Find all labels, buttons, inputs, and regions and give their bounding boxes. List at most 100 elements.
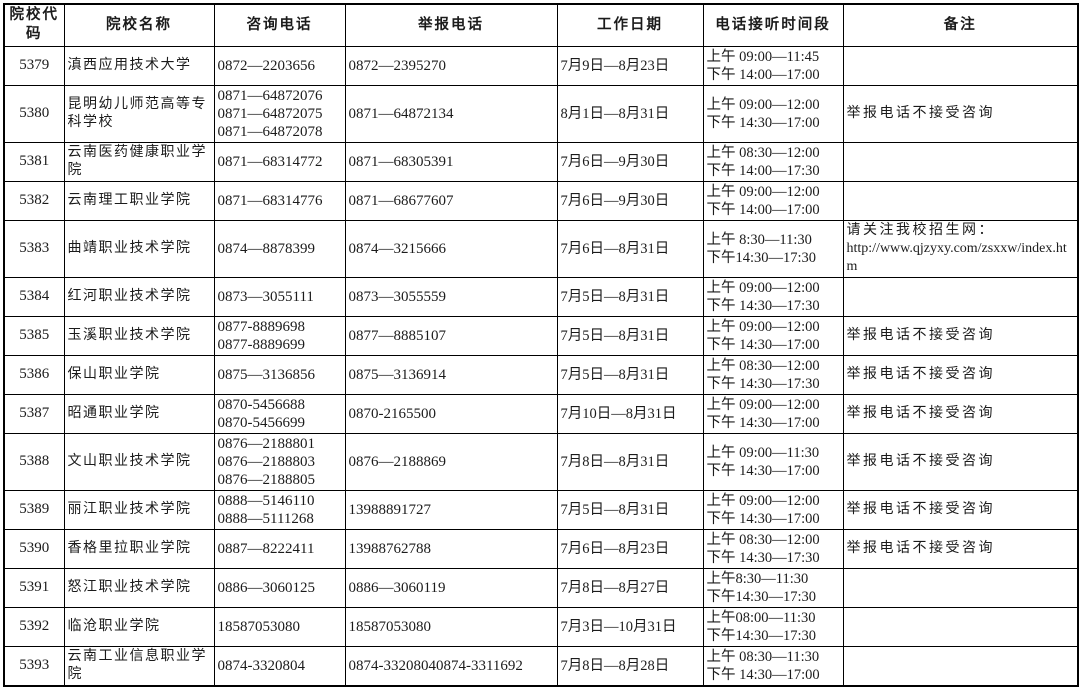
cell-line: 5387 [19, 405, 50, 421]
cell-line: 0888—5111268 [217, 510, 314, 527]
cell-consult: 0887—8222411 [213, 528, 346, 569]
cell-dates: 7月9日—8月23日 [556, 45, 704, 86]
cell-line: 5386 [19, 366, 50, 382]
cell-remark: 举报电话不接受咨询 [842, 315, 1079, 356]
cell-remark [842, 567, 1079, 608]
cell-line: 昆明幼儿师范高等专科学校 [67, 96, 207, 130]
cell-line: 0886—3060119 [348, 579, 446, 596]
cell-dates: 7月8日—8月27日 [556, 567, 704, 608]
cell-report: 0886—3060119 [344, 567, 558, 608]
cell-line: 5381 [19, 153, 50, 169]
cell-line: 0873—3055111 [217, 288, 314, 305]
cell-remark: 举报电话不接受咨询 [842, 393, 1079, 434]
cell-line: 7月6日—8月23日 [560, 540, 670, 557]
cell-line: 0874—8878399 [217, 240, 316, 257]
cell-code: 5381 [3, 141, 65, 182]
cell-line: 0871—64872134 [348, 105, 454, 122]
cell-line: 7月5日—8月31日 [560, 366, 670, 383]
cell-remark [842, 180, 1079, 221]
cell-dates: 7月8日—8月28日 [556, 645, 704, 686]
cell-report: 0874—3215666 [344, 219, 558, 278]
cell-code: 5387 [3, 393, 65, 434]
cell-code: 5388 [3, 432, 65, 491]
cell-line: 举报电话不接受咨询 [846, 405, 995, 421]
cell-line: 7月8日—8月28日 [560, 657, 670, 674]
cell-name: 云南医药健康职业学院 [63, 141, 215, 182]
cell-line: 0871—64872075 [217, 105, 323, 122]
cell-dates: 7月5日—8月31日 [556, 315, 704, 356]
cell-line: 0871—64872076 [217, 87, 323, 104]
cell-times: 上午 09:00—12:00 下午 14:30—17:00 [702, 84, 844, 143]
cell-line: 8月1日—8月31日 [560, 105, 670, 122]
cell-report: 0871—68677607 [344, 180, 558, 221]
cell-line: 0888—5146110 [217, 492, 315, 509]
cell-line: 0876—2188801 [217, 435, 316, 452]
cell-consult: 18587053080 [213, 606, 346, 647]
cell-line: 下午 14:30—17:30 [706, 375, 820, 392]
cell-line: 0887—8222411 [217, 540, 315, 557]
cell-times: 上午 08:30—12:00 下午 14:30—17:30 [702, 528, 844, 569]
cell-name: 保山职业学院 [63, 354, 215, 395]
cell-consult: 0870-5456688 0870-5456699 [213, 393, 346, 434]
cell-consult: 0871—64872076 0871—64872075 0871—64872078 [213, 84, 346, 143]
cell-times: 上午 08:30—12:00 下午 14:00—17:30 [702, 141, 844, 182]
cell-line: 0874-33208040874-3311692 [348, 657, 523, 674]
cell-remark: 举报电话不接受咨询 [842, 489, 1079, 530]
cell-report: 0877—8885107 [344, 315, 558, 356]
cell-times: 上午 09:00—11:45 下午 14:00—17:00 [702, 45, 844, 86]
table-row: 5381 云南医药健康职业学院 0871—68314772 0871—68305391… [3, 141, 1079, 182]
cell-line: 5390 [19, 540, 50, 556]
cell-line: 5385 [19, 327, 50, 343]
cell-line: 0871—68677607 [348, 192, 454, 209]
table-row: 5392 临沧职业学院 18587053080 18587053080 7月3日—10月… [3, 606, 1079, 647]
cell-remark [842, 606, 1079, 647]
cell-line: 上午 09:00—11:30 [706, 444, 820, 461]
cell-line: 下午 14:30—17:00 [706, 414, 820, 431]
cell-line: 上午 09:00—12:00 [706, 396, 820, 413]
cell-line: 0877-8889699 [217, 336, 306, 353]
cell-line: 文山职业技术学院 [67, 453, 192, 469]
cell-consult: 0886—3060125 [213, 567, 346, 608]
cell-remark: 举报电话不接受咨询 [842, 354, 1079, 395]
cell-times: 上午 09:00—12:00 下午 14:30—17:00 [702, 393, 844, 434]
table-body: 5379 滇西应用技术大学 0872—2203656 0872—2395270 7月9日… [3, 45, 1079, 686]
cell-name: 云南工业信息职业学院 [63, 645, 215, 686]
cell-name: 丽江职业技术学院 [63, 489, 215, 530]
cell-line: 5392 [19, 618, 50, 634]
table-row: 5382 云南理工职业学院 0871—68314776 0871—68677607 7月… [3, 180, 1079, 221]
header-consult-phone: 咨询电话 [213, 3, 346, 47]
cell-line: 上午 08:30—12:00 [706, 144, 820, 161]
cell-report: 13988762788 [344, 528, 558, 569]
cell-line: 红河职业技术学院 [67, 288, 192, 304]
cell-line: 0875—3136914 [348, 366, 447, 383]
cell-code: 5385 [3, 315, 65, 356]
cell-dates: 8月1日—8月31日 [556, 84, 704, 143]
cell-line: 丽江职业技术学院 [67, 501, 192, 517]
cell-code: 5391 [3, 567, 65, 608]
cell-line: 下午 14:30—17:30 [706, 297, 820, 314]
cell-name: 昭通职业学院 [63, 393, 215, 434]
cell-dates: 7月5日—8月31日 [556, 354, 704, 395]
cell-line: 0870-5456688 [217, 396, 306, 413]
cell-remark [842, 645, 1079, 686]
cell-report: 18587053080 [344, 606, 558, 647]
table-row: 5390 香格里拉职业学院 0887—8222411 13988762788 7月6日—… [3, 528, 1079, 569]
cell-line: 曲靖职业技术学院 [67, 240, 192, 256]
cell-line: 下午 14:30—17:00 [706, 666, 820, 683]
cell-line: 5391 [19, 579, 50, 595]
cell-code: 5380 [3, 84, 65, 143]
cell-line: 举报电话不接受咨询 [846, 453, 995, 469]
header-college-name: 院校名称 [63, 3, 215, 47]
table-header: 院校代码 院校名称 咨询电话 举报电话 工作日期 电话接听时间段 备注 [3, 3, 1079, 47]
table-row: 5379 滇西应用技术大学 0872—2203656 0872—2395270 7月9日… [3, 45, 1079, 86]
cell-times: 上午 09:00—12:00 下午 14:30—17:00 [702, 315, 844, 356]
cell-line: 上午 08:30—11:30 [706, 648, 820, 665]
cell-name: 怒江职业技术学院 [63, 567, 215, 608]
cell-line: 举报电话不接受咨询 [846, 540, 995, 556]
cell-line: 下午14:30—17:30 [706, 627, 817, 644]
cell-line: 上午 09:00—12:00 [706, 492, 820, 509]
table-row: 5380 昆明幼儿师范高等专科学校 0871—64872076 0871—648720… [3, 84, 1079, 143]
cell-line: 7月5日—8月31日 [560, 288, 670, 305]
cell-name: 文山职业技术学院 [63, 432, 215, 491]
cell-name: 曲靖职业技术学院 [63, 219, 215, 278]
